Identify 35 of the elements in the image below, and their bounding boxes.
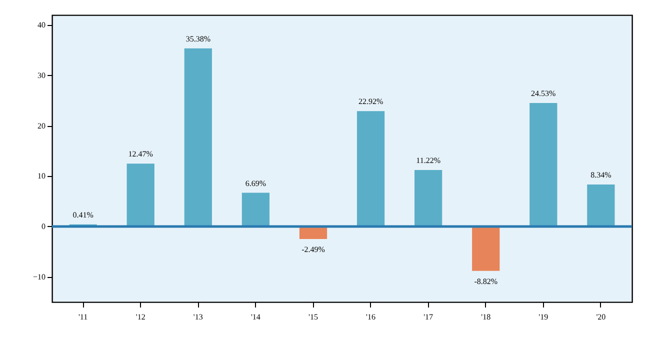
x-tick-label: '16: [366, 312, 376, 322]
data-label: 6.69%: [245, 178, 266, 188]
y-tick-label: 10: [38, 172, 46, 181]
x-tick-label: '17: [424, 312, 434, 322]
data-label: 12.47%: [128, 150, 154, 159]
x-tick-label: '19: [538, 312, 548, 322]
data-label: 8.34%: [590, 170, 612, 180]
data-label: 22.92%: [358, 97, 384, 106]
bar: [356, 111, 385, 226]
x-tick-label: '14: [250, 312, 260, 322]
data-label: 0.41%: [72, 210, 94, 220]
bar: [472, 226, 500, 271]
bar: [587, 184, 615, 226]
y-tick-label: 20: [38, 121, 46, 130]
y-tick-label: 0: [42, 222, 46, 231]
bar: [414, 170, 442, 226]
bar: [184, 48, 212, 226]
bar: [126, 164, 154, 226]
data-label: -2.49%: [302, 245, 326, 254]
y-tick-label: −10: [32, 272, 46, 282]
bar: [530, 102, 558, 226]
x-tick-label: '20: [596, 312, 606, 322]
y-tick-label: 40: [38, 20, 46, 30]
x-tick-label: '12: [136, 312, 146, 322]
data-label: 11.22%: [416, 156, 441, 165]
x-tick-label: '11: [78, 312, 88, 322]
data-label: -8.82%: [474, 276, 498, 286]
data-label: 35.38%: [186, 34, 211, 44]
x-tick-label: '15: [308, 312, 318, 322]
x-tick-label: '18: [481, 312, 491, 322]
y-tick-label: 30: [38, 70, 46, 80]
data-label: 24.53%: [531, 88, 556, 98]
bar: [242, 192, 270, 226]
x-tick-label: '13: [193, 312, 203, 322]
bar: [299, 226, 328, 240]
